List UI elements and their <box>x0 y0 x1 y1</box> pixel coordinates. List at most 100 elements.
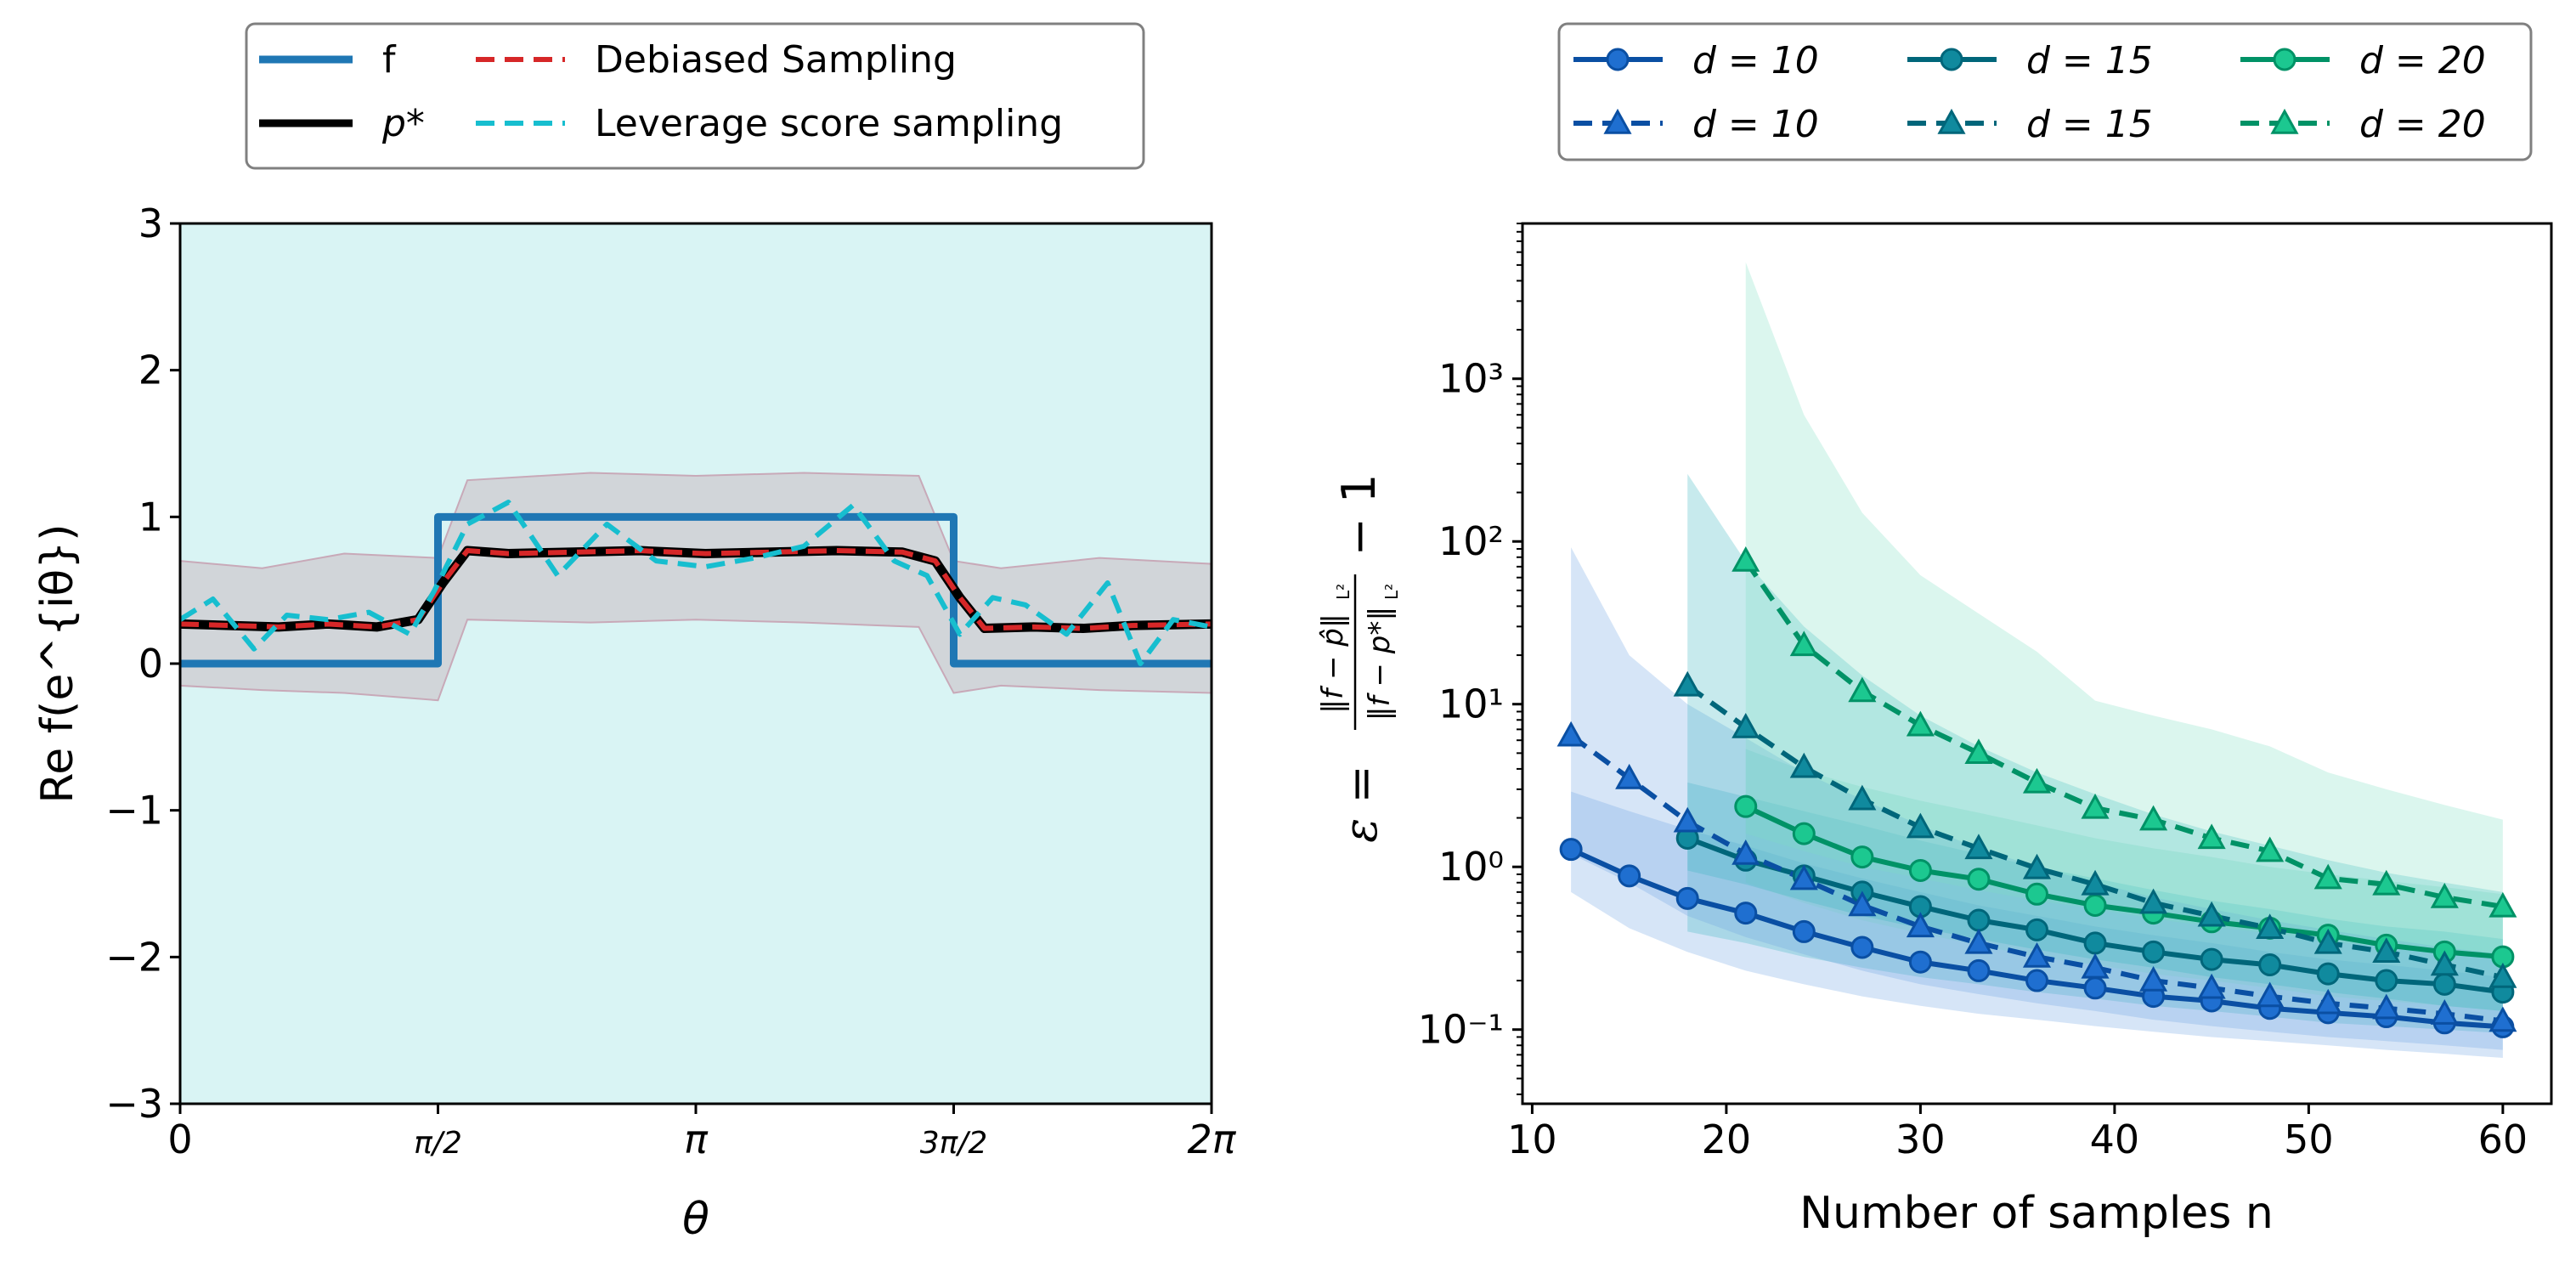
right-x-tick-label: 30 <box>1895 1117 1946 1162</box>
right-point-triangle <box>2022 941 2052 968</box>
right-point-triangle <box>2256 981 2285 1008</box>
right-point-triangle <box>1848 676 1877 703</box>
legend-label-debiased: Debiased Sampling <box>595 38 957 82</box>
right-point-triangle <box>1789 752 1818 778</box>
right-point-circle <box>2142 940 2166 964</box>
right-point-circle <box>1850 845 1874 869</box>
right-point-circle <box>1675 886 1699 910</box>
left-y-tick-label: 1 <box>138 494 163 540</box>
right-legend-marker-circle <box>2273 48 2296 71</box>
right-legend-label: d = 20 <box>2359 39 2486 82</box>
right-band-5 <box>1745 262 2503 960</box>
right-point-triangle <box>2197 823 2226 850</box>
left-x-tick-label: 2π <box>1188 1117 1237 1162</box>
right-point-triangle <box>1848 890 1877 917</box>
left-x-axis-label: θ <box>682 1194 709 1245</box>
left-chart: 0 π/2 π 3π/2 2π 3 2 1 0 −1 −2 −3 θ Re f(e^{iθ}) f … <box>32 22 1237 1245</box>
right-point-triangle <box>1964 834 1993 860</box>
right-point-triangle <box>2430 882 2459 908</box>
right-x-tick-label: 40 <box>2090 1117 2140 1162</box>
left-legend: f p* Debiased Sampling Leverage score sa… <box>245 22 1145 170</box>
left-x-ticks: 0 π/2 π 3π/2 2π <box>167 1104 1237 1162</box>
right-point-triangle <box>2197 901 2226 927</box>
right-legend-marker-circle <box>1940 48 1963 71</box>
right-point-triangle <box>2139 805 2168 831</box>
right-legend-marker-circle <box>1606 48 1630 71</box>
right-point-circle <box>1734 794 1758 818</box>
right-point-circle <box>1967 908 1991 932</box>
right-point-triangle <box>2430 999 2459 1025</box>
right-point-circle <box>2316 962 2340 986</box>
right-point-triangle <box>2488 962 2517 988</box>
left-x-tick-label: π/2 <box>414 1126 462 1161</box>
right-point-circle <box>1908 858 1932 882</box>
right-band-2 <box>1745 749 2503 1011</box>
legend-label-leverage: Leverage score sampling <box>595 102 1063 145</box>
right-point-triangle <box>2313 863 2342 890</box>
right-point-triangle <box>2256 913 2285 940</box>
right-point-triangle <box>1731 546 1760 572</box>
right-point-triangle <box>1789 864 1818 890</box>
right-point-circle <box>1967 868 1991 891</box>
right-series-line-4 <box>1686 683 2504 980</box>
right-x-tick-label: 20 <box>1702 1117 1752 1162</box>
right-point-triangle <box>2372 869 2401 896</box>
right-legend-label: d = 10 <box>1692 103 1819 146</box>
right-point-circle <box>1792 822 1816 845</box>
right-y-ticks: 10⁻¹ 10⁰ 10¹ 10² 10³ <box>1418 223 1522 1095</box>
left-y-tick-label: −3 <box>105 1081 163 1127</box>
right-point-triangle <box>1556 721 1585 747</box>
right-point-triangle <box>1731 839 1760 865</box>
right-point-circle <box>2025 918 2048 941</box>
right-point-triangle <box>1906 710 1935 737</box>
left-series-line-3 <box>178 500 1212 666</box>
left-series-line-2 <box>179 548 1212 631</box>
right-point-triangle <box>1673 806 1702 833</box>
right-point-circle <box>1618 864 1641 888</box>
right-point-triangle <box>2430 950 2459 976</box>
right-point-triangle <box>1673 670 1702 697</box>
right-point-circle <box>1908 950 1932 974</box>
svg-text:Re f(e^{iθ}): Re f(e^{iθ}) <box>32 523 83 803</box>
right-y-tick-label: 10² <box>1438 518 1504 564</box>
right-legend-label: d = 15 <box>2026 39 2153 82</box>
right-point-triangle <box>2488 1006 2517 1032</box>
right-band-4 <box>1687 473 2503 1011</box>
ylabel-denominator: ‖f − p*‖ <box>1363 607 1397 721</box>
right-y-tick-label: 10¹ <box>1438 681 1504 727</box>
right-axes-frame <box>1521 222 2553 1105</box>
right-point-triangle <box>2081 793 2110 819</box>
right-point-triangle <box>2372 993 2401 1020</box>
right-point-circle <box>1559 838 1583 862</box>
right-point-triangle <box>2488 891 2517 918</box>
right-legend-label: d = 10 <box>1692 39 1819 82</box>
right-point-triangle <box>1964 738 1993 765</box>
left-series-lines <box>178 500 1212 668</box>
left-y-tick-label: 2 <box>138 348 163 393</box>
right-point-circle <box>2083 976 2107 1000</box>
right-point-circle <box>2375 969 2398 992</box>
right-x-ticks: 10 20 30 40 50 60 <box>1507 1104 2528 1162</box>
left-y-tick-label: 0 <box>138 641 163 687</box>
right-point-triangle <box>1906 912 1935 938</box>
right-point-triangle <box>1906 812 1935 839</box>
right-y-tick-label: 10⁰ <box>1438 844 1504 890</box>
right-point-triangle <box>2022 853 2052 879</box>
right-point-triangle <box>2081 869 2110 896</box>
ylabel-numerator: ‖f − p̂‖ <box>1316 613 1350 714</box>
left-series-line-0 <box>180 512 1212 668</box>
ylabel-numerator-sub: L² <box>1333 584 1353 600</box>
right-point-triangle <box>1731 712 1760 738</box>
right-y-tick-label: 10³ <box>1438 356 1504 402</box>
right-point-circle <box>2025 969 2048 992</box>
left-y-axis-label: Re f(e^{iθ}) <box>32 523 83 803</box>
legend-label-p-star: p* <box>381 102 425 145</box>
right-legend-label: d = 15 <box>2026 103 2153 146</box>
left-y-tick-label: 3 <box>138 201 163 246</box>
right-point-circle <box>1792 919 1816 943</box>
right-point-triangle <box>2139 888 2168 914</box>
right-point-circle <box>1734 902 1758 925</box>
ylabel-lhs: ε = <box>1334 765 1387 842</box>
ylabel-denominator-sub: L² <box>1381 584 1402 600</box>
